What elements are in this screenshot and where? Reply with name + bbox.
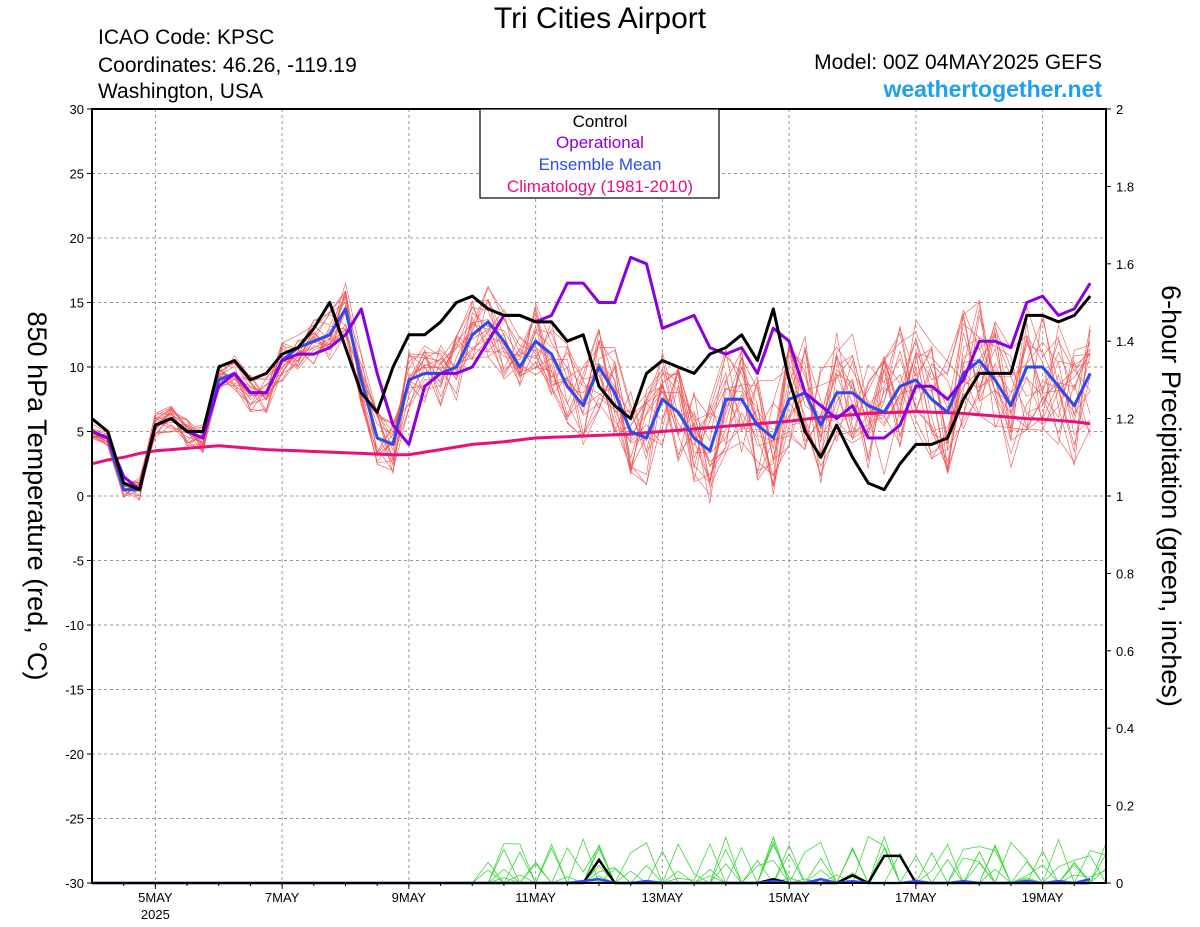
y2-tick-label: 1.6 [1116, 257, 1134, 272]
ensemble-precip-line [92, 840, 1107, 885]
y-tick-label: 30 [70, 102, 84, 117]
ensemble-precip-line [92, 845, 1106, 884]
y-tick-label: 0 [77, 489, 84, 504]
x-tick-label: 5MAY [138, 890, 173, 905]
axes: 302520151050-5-10-15-20-25-3021.81.61.41… [65, 102, 1134, 922]
y-tick-label: -5 [72, 554, 84, 569]
coordinates: Coordinates: 46.26, -119.19 [98, 54, 357, 77]
x-tick-sublabel: 2025 [141, 907, 170, 922]
y2-tick-label: 0.6 [1116, 644, 1134, 659]
ensemble-precip-line [92, 843, 1106, 884]
legend-ensemble-mean: Ensemble Mean [539, 155, 662, 174]
ensemble-member-line [91, 285, 1091, 496]
y-tick-label: 20 [70, 231, 84, 246]
y-tick-label: 5 [77, 425, 84, 440]
chart-title: Tri Cities Airport [493, 2, 707, 35]
control-line [91, 294, 1092, 492]
y2-tick-label: 1.2 [1116, 412, 1134, 427]
ensemble-member-line [91, 294, 1091, 504]
model-run: Model: 00Z 04MAY2025 GEFS [814, 51, 1102, 74]
y-axis-label-right: 6-hour Precipitation (green, inches) [1156, 285, 1186, 707]
icao-code: ICAO Code: KPSC [98, 26, 275, 49]
x-tick-label: 17MAY [895, 890, 937, 905]
y-tick-label: -15 [65, 683, 84, 698]
legend-climatology: Climatology (1981-2010) [507, 177, 693, 196]
site-link[interactable]: weathertogether.net [883, 76, 1102, 102]
x-tick-label: 7MAY [265, 890, 300, 905]
y2-tick-label: 1.8 [1116, 179, 1134, 194]
grid-lines [92, 109, 1106, 883]
ensemble-member-line [91, 290, 1091, 497]
ensemble-member-line [91, 299, 1091, 492]
y2-tick-label: 2 [1116, 102, 1123, 117]
y-tick-label: 25 [70, 167, 84, 182]
legend-box [479, 108, 720, 199]
y-tick-label: -10 [65, 618, 84, 633]
y-tick-label: 15 [70, 296, 84, 311]
legend-control: Control [573, 112, 628, 131]
y-tick-label: -30 [65, 876, 84, 891]
operational-line [91, 255, 1092, 492]
x-tick-label: 11MAY [515, 890, 556, 905]
y-axis-label-left: 850 hPa Temperature (red, °C) [22, 312, 52, 681]
y2-tick-label: 1 [1116, 489, 1123, 504]
x-tick-label: 15MAY [768, 890, 810, 905]
x-tick-label: 9MAY [392, 890, 427, 905]
y-tick-label: -20 [65, 747, 84, 762]
y2-tick-label: 0.4 [1116, 721, 1134, 736]
legend: Control Operational Ensemble Mean Climat… [479, 108, 720, 199]
y2-tick-label: 0.2 [1116, 799, 1134, 814]
y-tick-label: -25 [65, 812, 84, 827]
region: Washington, USA [98, 80, 263, 103]
legend-operational: Operational [556, 133, 644, 152]
x-tick-label: 19MAY [1022, 890, 1064, 905]
ensemble-member-line [91, 299, 1091, 487]
climatology-line [91, 410, 1091, 466]
y-tick-label: 10 [70, 360, 84, 375]
y2-tick-label: 0.8 [1116, 566, 1134, 581]
x-tick-label: 13MAY [642, 890, 684, 905]
y2-tick-label: 0 [1116, 876, 1123, 891]
y2-tick-label: 1.4 [1116, 334, 1134, 349]
